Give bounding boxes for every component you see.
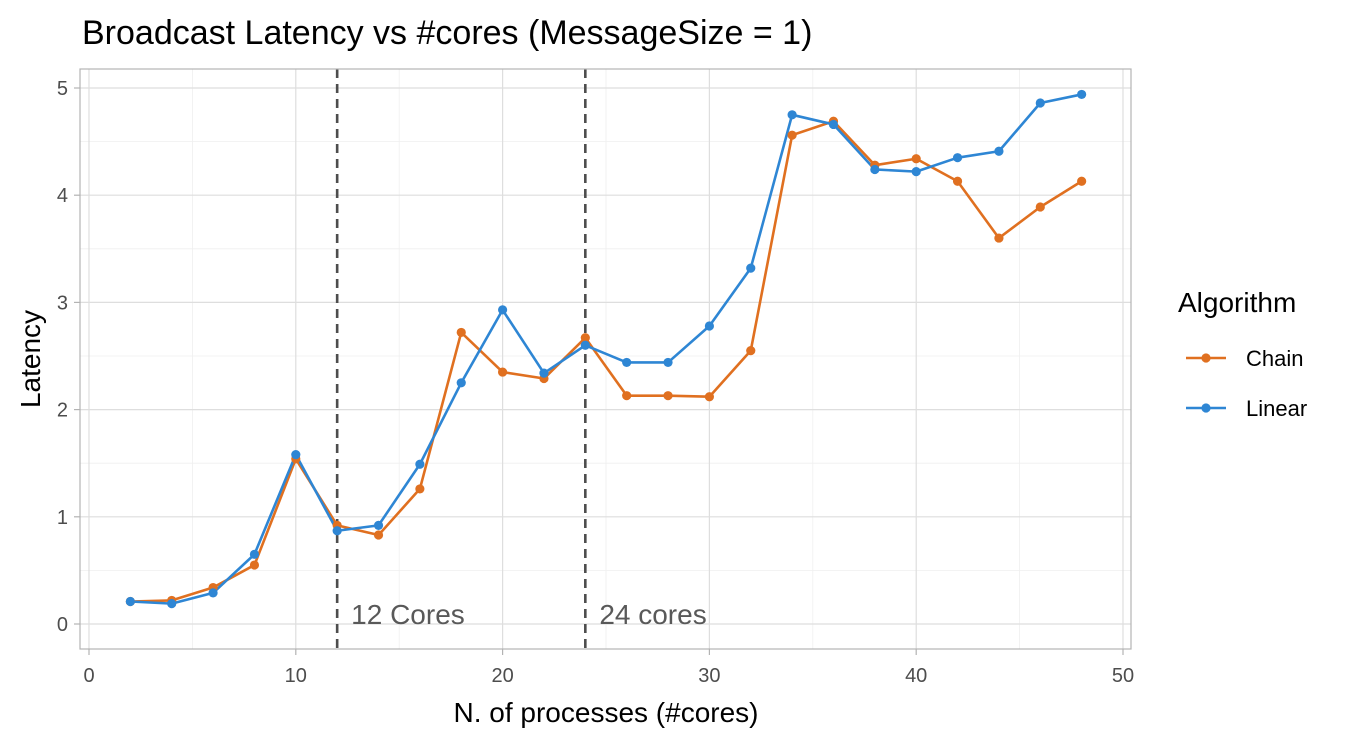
data-point: [373, 520, 384, 530]
y-axis-title: Latency: [15, 310, 46, 408]
y-axis-ticks: 0 1 2 3 4 5: [57, 78, 80, 636]
data-point: [911, 154, 921, 164]
data-point: [415, 459, 425, 469]
data-point: [704, 321, 715, 331]
data-point: [456, 378, 466, 388]
x-tick-label: 30: [698, 665, 720, 687]
data-point: [663, 391, 673, 401]
legend: Algorithm Chain Linear: [1178, 287, 1307, 421]
data-point: [952, 153, 963, 163]
legend-title: Algorithm: [1178, 287, 1296, 318]
data-point: [498, 367, 508, 377]
data-point: [580, 333, 590, 343]
data-point: [125, 596, 135, 607]
legend-label: Chain: [1246, 346, 1303, 371]
chart-title: Broadcast Latency vs #cores (MessageSize…: [82, 14, 812, 52]
x-tick-label: 0: [83, 665, 94, 687]
data-point: [415, 484, 425, 494]
data-point: [787, 110, 797, 120]
y-tick-label: 0: [57, 614, 68, 636]
y-tick-label: 4: [57, 185, 68, 207]
reference-line-label: 12 Cores: [351, 599, 465, 630]
data-point: [952, 176, 963, 186]
series-line: [130, 93, 1082, 605]
x-tick-label: 20: [491, 665, 513, 687]
y-tick-label: 5: [57, 78, 68, 100]
data-point: [249, 549, 260, 559]
reference-line-label: 24 cores: [599, 599, 706, 630]
x-tick-label: 50: [1112, 665, 1134, 687]
data-point: [1077, 89, 1087, 100]
data-point: [373, 530, 384, 540]
data-point: [704, 392, 715, 402]
data-point: [994, 233, 1004, 243]
legend-label: Linear: [1246, 396, 1307, 421]
data-point: [1077, 176, 1087, 186]
data-point: [249, 560, 260, 570]
data-point: [622, 357, 632, 368]
x-axis-ticks: 0 10 20 30 40 50: [83, 649, 1134, 687]
data-point: [1035, 202, 1045, 212]
x-tick-label: 10: [285, 665, 307, 687]
data-point: [456, 327, 466, 338]
y-tick-label: 1: [57, 507, 68, 529]
x-axis-title: N. of processes (#cores): [454, 697, 759, 728]
data-point: [622, 391, 632, 401]
series-layer: [125, 89, 1087, 609]
data-point: [167, 599, 177, 609]
series-line: [130, 119, 1083, 603]
grid: [80, 69, 1131, 649]
data-point: [828, 119, 839, 130]
data-point: [870, 164, 880, 175]
y-tick-label: 3: [57, 292, 68, 314]
reference-lines: 12 Cores 24 cores: [335, 69, 707, 649]
data-point: [787, 130, 797, 140]
legend-key-point: [1201, 403, 1211, 413]
y-tick-label: 2: [57, 400, 68, 422]
data-point: [580, 340, 590, 350]
data-point: [663, 357, 673, 368]
data-point: [208, 588, 218, 598]
data-point: [746, 346, 756, 356]
data-point: [291, 450, 301, 460]
data-point: [539, 368, 549, 378]
data-point: [498, 305, 508, 315]
data-point: [994, 146, 1004, 156]
x-tick-label: 40: [905, 665, 927, 687]
legend-key-point: [1201, 353, 1211, 363]
data-point: [746, 263, 756, 273]
plot-panel-border: [79, 68, 1132, 650]
data-point: [1035, 98, 1045, 108]
data-point: [332, 526, 342, 536]
data-point: [911, 167, 921, 177]
